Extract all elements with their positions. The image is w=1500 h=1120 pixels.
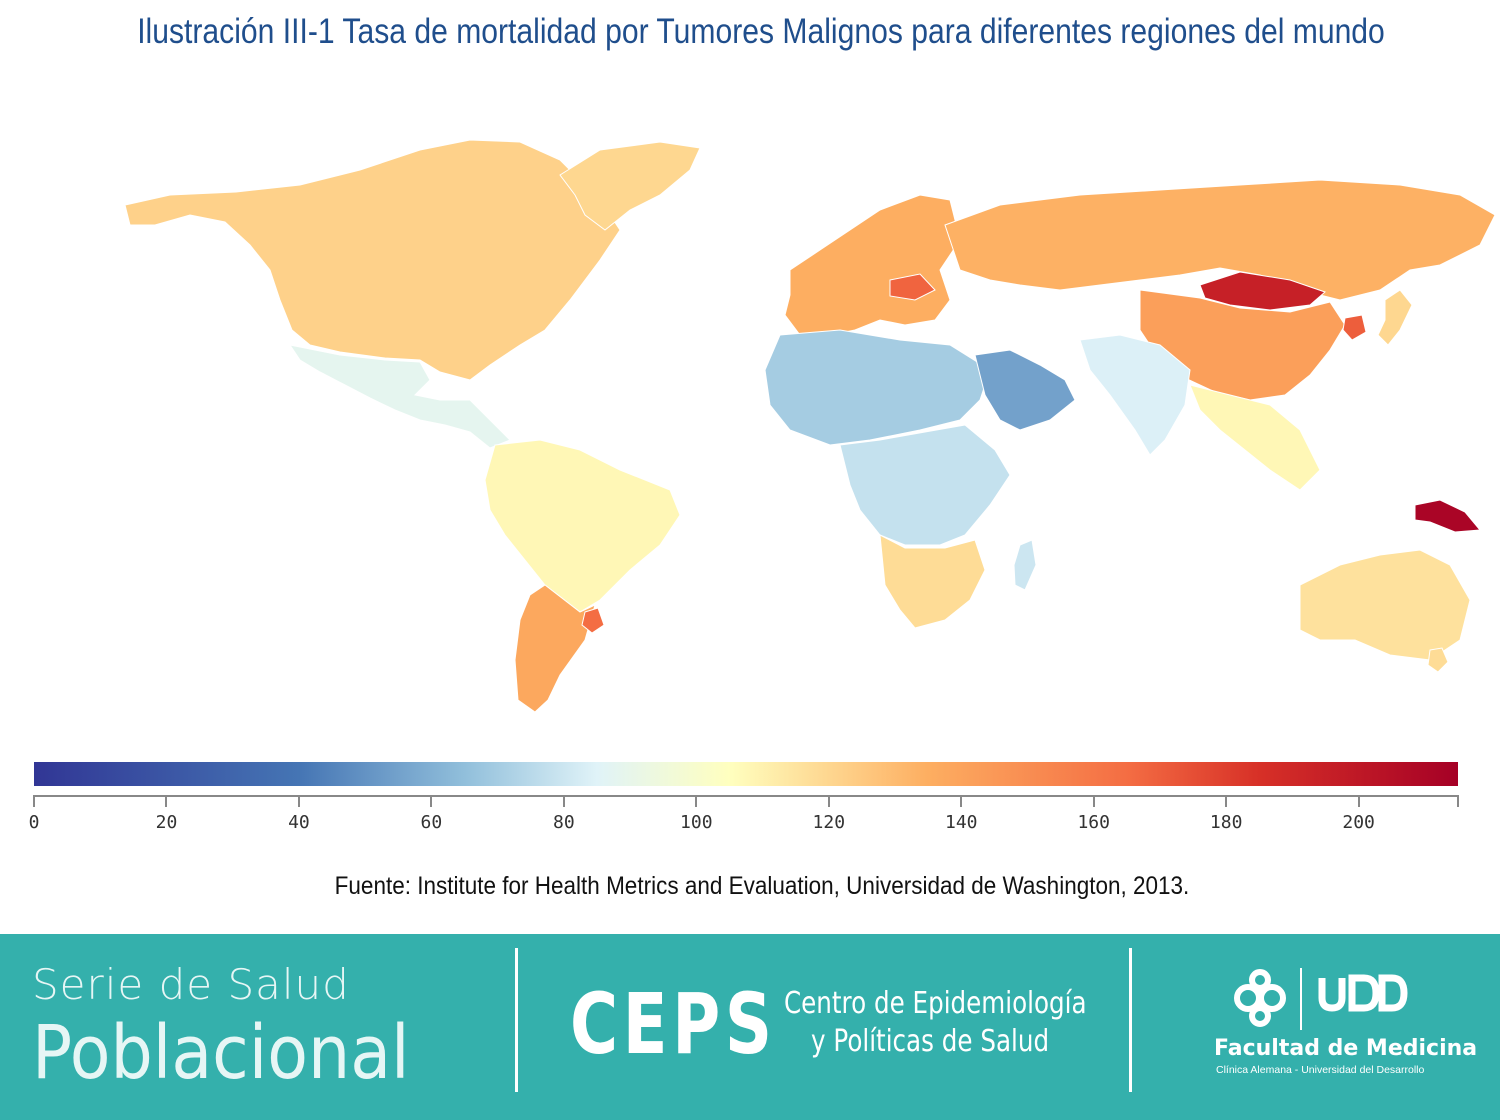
world-choropleth-map — [124, 139, 1496, 713]
ceps-logo: CEPS — [570, 975, 777, 1073]
legend-tick-label: 160 — [1077, 812, 1110, 833]
region-australia — [1299, 549, 1471, 661]
legend-tick-label: 140 — [944, 812, 978, 833]
legend-tick-label: 200 — [1342, 812, 1375, 833]
region-madagascar — [1013, 539, 1037, 591]
region-russia — [944, 179, 1496, 301]
region-arabia — [974, 349, 1076, 431]
facultad-medicina-emblem-icon — [1234, 969, 1286, 1027]
legend-tick-label: 100 — [680, 812, 713, 833]
region-central-africa — [839, 424, 1011, 546]
legend-tick-label: 40 — [288, 812, 310, 833]
footer-divider — [1129, 948, 1132, 1092]
region-mongolia — [1199, 271, 1326, 311]
region-greenland — [559, 141, 701, 231]
udd-logo — [1318, 974, 1408, 1012]
legend-tick — [1457, 795, 1459, 807]
legend-tick — [33, 795, 35, 807]
serie-title-line1: Serie de Salud — [32, 960, 350, 1009]
legend-tick-label: 80 — [553, 812, 575, 833]
legend-tick — [1357, 795, 1360, 807]
legend-tick — [695, 795, 698, 807]
footer-divider — [515, 948, 518, 1092]
region-india — [1079, 334, 1191, 456]
legend-tick — [430, 795, 433, 807]
legend-tick-label: 20 — [155, 812, 178, 833]
legend-tick — [562, 795, 565, 807]
legend-tick-label: 60 — [420, 812, 443, 833]
region-japan — [1377, 289, 1413, 346]
region-korea — [1342, 314, 1367, 341]
region-south-america — [484, 439, 681, 613]
region-new-zealand — [1427, 647, 1449, 673]
region-north-africa — [764, 329, 991, 446]
legend-tick-label: 0 — [28, 812, 40, 833]
legend-colorbar — [34, 762, 1458, 786]
legend-axis — [34, 795, 1458, 797]
legend-tick — [1225, 795, 1228, 807]
legend-tick — [297, 795, 300, 807]
facultad-subtitle: Clínica Alemana - Universidad del Desarr… — [1216, 1064, 1425, 1076]
ceps-name-line1: Centro de Epidemiología — [784, 986, 1087, 1021]
logo-separator — [1300, 968, 1302, 1030]
ceps-name-line2: y Políticas de Salud — [811, 1024, 1050, 1059]
region-papua-new-guinea — [1414, 499, 1482, 533]
region-southern-africa — [879, 534, 986, 629]
legend-tick-label: 120 — [812, 812, 846, 833]
source-note: Fuente: Institute for Health Metrics and… — [334, 872, 1190, 900]
region-argentina — [514, 584, 596, 713]
legend-tick — [827, 795, 830, 807]
footer-banner — [0, 934, 1500, 1120]
region-southeast-asia — [1189, 384, 1321, 491]
region-uruguay — [581, 607, 605, 634]
legend-tick — [165, 795, 168, 807]
region-europe — [784, 194, 961, 336]
serie-title-line2: Poblacional — [32, 1010, 410, 1096]
legend-tick — [1092, 795, 1095, 807]
legend-tick — [960, 795, 963, 807]
figure-title: Ilustración III-1 Tasa de mortalidad por… — [137, 12, 1385, 51]
facultad-name: Facultad de Medicina — [1214, 1036, 1478, 1061]
region-hungary — [889, 273, 936, 301]
legend-tick-label: 180 — [1209, 812, 1243, 833]
region-north-america — [124, 139, 621, 381]
